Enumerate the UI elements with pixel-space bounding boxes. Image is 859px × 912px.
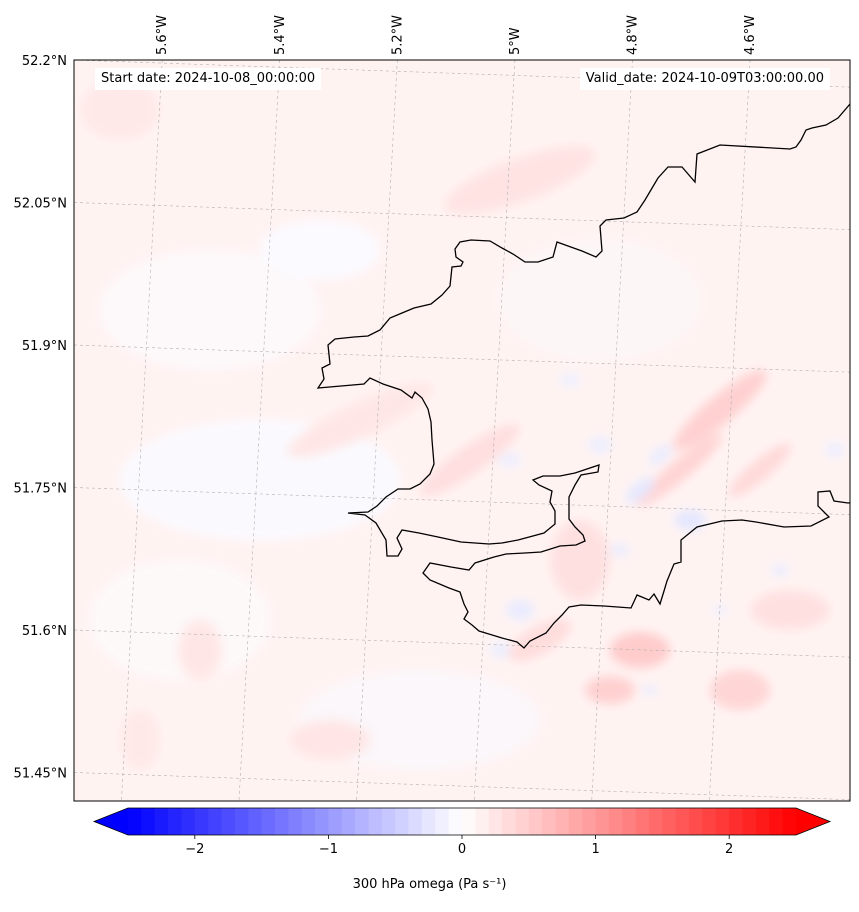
colorbar-segment <box>234 808 249 835</box>
colorbar-segment <box>261 808 276 835</box>
colorbar-segment <box>315 808 329 835</box>
colorbar-segment <box>421 808 436 835</box>
colorbar-segment <box>568 808 583 835</box>
colorbar-segment <box>702 808 717 835</box>
coastline <box>316 103 850 649</box>
colorbar-ticks: −2 −1 0 1 2 <box>185 835 733 857</box>
colorbar-segment <box>555 808 570 835</box>
longitude-label: 5.6°W <box>155 15 170 55</box>
colorbar <box>92 807 832 836</box>
colorbar-segment <box>395 808 410 835</box>
colorbar-segment <box>208 808 223 835</box>
longitude-label: 4.8°W <box>625 15 640 55</box>
latitude-labels: 52.2°N 52.05°N 51.9°N 51.75°N 51.6°N 51.45°N <box>14 54 67 782</box>
colorbar-extend-min <box>94 808 128 835</box>
colorbar-tick-label: 1 <box>591 842 599 857</box>
longitude-label: 5°W <box>508 27 523 55</box>
colorbar-tick-label: −2 <box>185 842 204 857</box>
colorbar-segment <box>181 808 196 835</box>
colorbar-segment <box>649 808 663 835</box>
start-date-label: Start date: 2024-10-08_00:00:00 <box>95 68 322 90</box>
omega-field <box>74 60 850 801</box>
colorbar-segment <box>141 808 156 835</box>
meridian-line <box>356 60 398 801</box>
latitude-label: 51.6°N <box>22 624 67 639</box>
longitude-label: 4.6°W <box>743 15 758 55</box>
colorbar-segment <box>715 808 730 835</box>
colorbar-segment <box>662 808 677 835</box>
colorbar-segment <box>288 808 303 835</box>
longitude-label: 5.2°W <box>390 15 405 55</box>
colorbar-segment <box>742 808 757 835</box>
latitude-label: 51.45°N <box>14 767 67 782</box>
colorbar-segment <box>408 808 423 835</box>
latitude-label: 51.9°N <box>22 339 67 354</box>
colorbar-segment <box>729 808 744 835</box>
colorbar-segment <box>528 808 543 835</box>
colorbar-segment <box>341 808 356 835</box>
colorbar-tick-label: 2 <box>725 842 733 857</box>
colorbar-segment <box>274 808 289 835</box>
colorbar-segment <box>582 808 597 835</box>
map-frame <box>73 59 851 802</box>
colorbar-tick-label: −1 <box>319 842 338 857</box>
colorbar-segment <box>515 808 530 835</box>
latitude-label: 52.05°N <box>14 197 67 212</box>
colorbar-segment <box>194 808 209 835</box>
colorbar-segment <box>248 808 263 835</box>
colorbar-segment <box>502 808 517 835</box>
colorbar-segment <box>595 808 610 835</box>
colorbar-segment <box>542 808 557 835</box>
longitude-labels: 5.6°W 5.4°W 5.2°W 5°W 4.8°W 4.6°W <box>155 15 758 55</box>
latitude-label: 52.2°N <box>22 54 67 69</box>
coastline-path <box>316 103 850 649</box>
colorbar-segment <box>221 808 236 835</box>
colorbar-segment <box>381 808 396 835</box>
colorbar-segment <box>769 808 784 835</box>
colorbar-segment <box>462 808 476 835</box>
colorbar-segment <box>154 808 169 835</box>
meridian-line <box>238 60 281 801</box>
colorbar-segment <box>755 808 770 835</box>
colorbar-segment <box>488 808 503 835</box>
colorbar-segment <box>128 808 142 835</box>
meridian-line <box>591 60 633 801</box>
colorbar-segment <box>475 808 490 835</box>
colorbar-outline <box>92 807 832 836</box>
gridlines <box>74 60 850 801</box>
colorbar-tick-label: 0 <box>458 842 466 857</box>
longitude-label: 5.4°W <box>273 15 288 55</box>
colorbar-segment <box>689 808 704 835</box>
colorbar-segment <box>168 808 183 835</box>
colorbar-segment <box>435 808 450 835</box>
colorbar-segment <box>328 808 343 835</box>
colorbar-segment <box>608 808 623 835</box>
colorbar-segment <box>448 808 463 835</box>
colorbar-segment <box>301 808 316 835</box>
colorbar-segment <box>368 808 383 835</box>
meridian-line <box>709 60 751 801</box>
valid-date-label: Valid_date: 2024-10-09T03:00:00.00 <box>579 68 830 90</box>
colorbar-label: 300 hPa omega (Pa s⁻¹) <box>352 877 507 892</box>
meridian-line <box>121 60 163 801</box>
colorbar-segment <box>782 808 797 835</box>
colorbar-segment <box>675 808 690 835</box>
colorbar-segment <box>355 808 370 835</box>
meridian-line <box>473 60 516 801</box>
colorbar-extend-max <box>796 808 830 835</box>
colorbar-segment <box>622 808 637 835</box>
colorbar-segment <box>635 808 650 835</box>
latitude-label: 51.75°N <box>14 482 67 497</box>
